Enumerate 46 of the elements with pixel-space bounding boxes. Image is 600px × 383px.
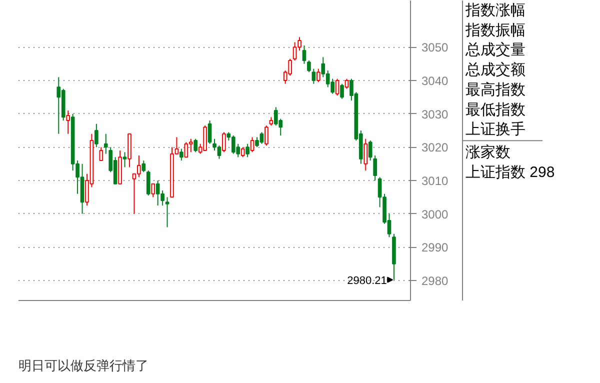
- candlestick: [180, 148, 184, 161]
- candlestick: [222, 132, 226, 153]
- y-tick-label: 3050: [422, 40, 449, 55]
- candlestick: [208, 120, 212, 144]
- candlestick: [264, 125, 268, 146]
- text: 最高指数: [466, 81, 526, 98]
- candlestick: [316, 68, 320, 83]
- annotation: 2980.21: [347, 274, 387, 287]
- text: 最低指数: [466, 101, 526, 118]
- candlestick: [307, 60, 311, 73]
- candlestick: [340, 83, 344, 100]
- candlestick: [246, 143, 250, 158]
- candlestick: [302, 45, 306, 64]
- y-tick-label: 3020: [422, 140, 449, 155]
- y-tick-label: 2990: [422, 240, 449, 255]
- y-tick-label: 3010: [422, 174, 449, 188]
- candlestick: [312, 68, 316, 84]
- text: 上证换手: [466, 121, 526, 138]
- candlestick: [99, 146, 104, 161]
- candlestick: [240, 146, 245, 158]
- candlestick: [66, 110, 70, 134]
- candlestick: [368, 140, 372, 161]
- candlestick: [165, 196, 170, 228]
- candlestick: [194, 138, 198, 153]
- candlestick: [104, 133, 108, 154]
- candlestick: [122, 152, 127, 168]
- text: 明日可以做反弹行情了: [18, 358, 148, 373]
- candlestick: [373, 155, 377, 181]
- text: 上证指数 298: [466, 164, 555, 181]
- text: 指数振幅: [464, 22, 526, 39]
- candlestick: [142, 160, 146, 173]
- candlestick: [146, 170, 150, 196]
- candlestick: [94, 123, 98, 148]
- candlestick: [364, 138, 368, 171]
- text: 指数涨幅: [464, 2, 526, 19]
- candlestick: [250, 136, 254, 153]
- y-tick-label: 3040: [422, 74, 449, 88]
- y-tick-label: 3030: [422, 107, 449, 122]
- candlestick: [151, 183, 156, 198]
- candlestick: [344, 78, 349, 90]
- text: 总成交量: [464, 42, 526, 59]
- y-tick-label: 3000: [422, 207, 449, 222]
- y-tick-label: 2980: [422, 274, 449, 288]
- text: 总成交额: [464, 62, 526, 79]
- candlestick: [335, 78, 340, 96]
- text: 涨家数: [466, 144, 510, 161]
